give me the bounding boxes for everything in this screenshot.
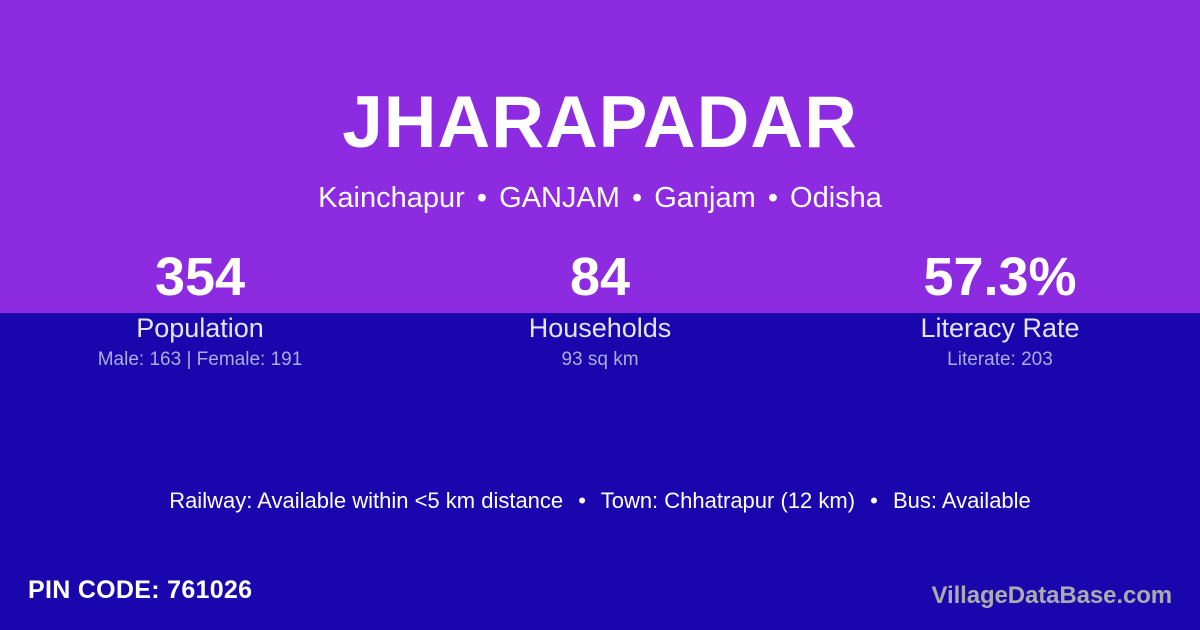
breadcrumb-item-block: Kainchapur <box>318 182 465 214</box>
stat-detail: Literate: 203 <box>947 349 1053 370</box>
breadcrumb-item-district: Ganjam <box>654 182 756 214</box>
breadcrumb-item-subdistrict: GANJAM <box>499 182 620 214</box>
stat-detail: Male: 163 | Female: 191 <box>97 349 303 370</box>
stat-value: 57.3% <box>923 247 1077 307</box>
stat-value: 84 <box>569 247 631 307</box>
breadcrumb-separator-icon: • <box>631 182 643 214</box>
stat-detail: 93 sq km <box>561 349 639 370</box>
stat-label: Literacy Rate <box>920 313 1080 343</box>
info-railway: Railway: Available within <5 km distance <box>169 488 564 513</box>
connectivity-info-line: Railway: Available within <5 km distance… <box>0 486 1200 516</box>
site-brand: VillageDataBase.com <box>931 582 1173 609</box>
page-title: JHARAPADAR <box>342 82 858 163</box>
breadcrumb-separator-icon: • <box>767 182 778 214</box>
stat-label: Households <box>528 313 672 343</box>
breadcrumb-separator-icon: • <box>476 182 488 214</box>
stat-households: 84 Households 93 sq km <box>400 246 800 386</box>
breadcrumb-item-state: Odisha <box>790 182 882 214</box>
stat-literacy-rate: 57.3% Literacy Rate Literate: 203 <box>800 246 1200 386</box>
info-separator-icon: • <box>578 488 586 513</box>
info-separator-icon: • <box>870 488 878 513</box>
info-town: Town: Chhatrapur (12 km) <box>600 488 856 513</box>
info-bus: Bus: Available <box>892 488 1031 513</box>
stats-row: 354 Population Male: 163 | Female: 191 8… <box>0 246 1200 386</box>
stat-label: Population <box>136 313 264 343</box>
breadcrumb: Kainchapur • GANJAM • Ganjam • Odisha <box>0 182 1200 215</box>
stat-population: 354 Population Male: 163 | Female: 191 <box>0 246 400 386</box>
stat-value: 354 <box>154 247 246 307</box>
hero-band <box>0 0 1200 313</box>
pin-code: PIN CODE: 761026 <box>28 576 253 604</box>
